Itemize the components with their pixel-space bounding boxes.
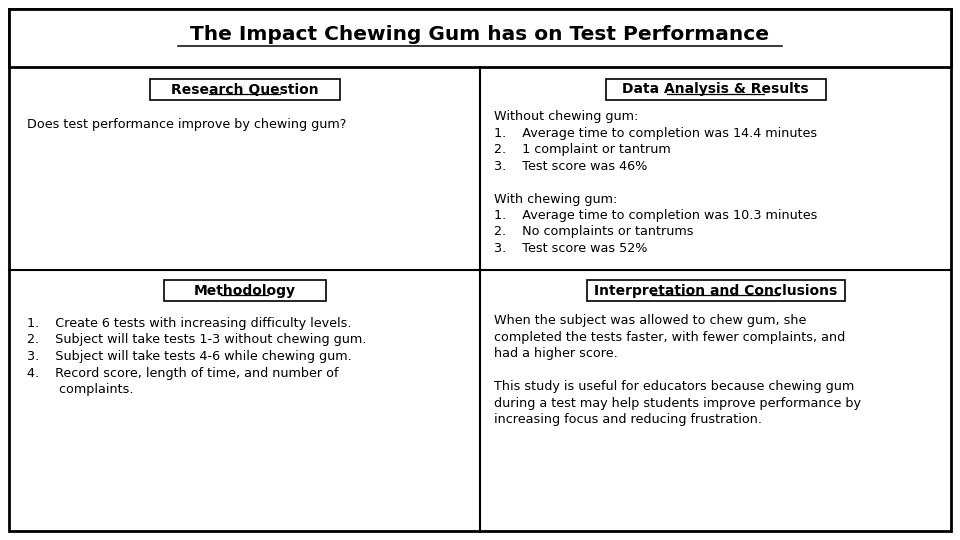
Bar: [163, 280, 325, 301]
Text: 4.    Record score, length of time, and number of: 4. Record score, length of time, and num…: [27, 367, 339, 380]
Text: Methodology: Methodology: [194, 284, 296, 298]
Text: Research Question: Research Question: [171, 83, 319, 97]
Bar: [9, 9, 951, 67]
Text: 2.    1 complaint or tantrum: 2. 1 complaint or tantrum: [494, 143, 671, 156]
Text: Does test performance improve by chewing gum?: Does test performance improve by chewing…: [27, 118, 347, 131]
Text: 1.    Create 6 tests with increasing difficulty levels.: 1. Create 6 tests with increasing diffic…: [27, 317, 351, 330]
Text: 2.    No complaints or tantrums: 2. No complaints or tantrums: [494, 226, 693, 239]
Text: Without chewing gum:: Without chewing gum:: [494, 110, 638, 123]
Bar: [606, 79, 826, 100]
Text: When the subject was allowed to chew gum, she: When the subject was allowed to chew gum…: [494, 314, 806, 327]
Text: 3.    Test score was 46%: 3. Test score was 46%: [494, 159, 647, 172]
Text: 2.    Subject will take tests 1-3 without chewing gum.: 2. Subject will take tests 1-3 without c…: [27, 334, 367, 347]
Text: With chewing gum:: With chewing gum:: [494, 192, 617, 206]
Text: 1.    Average time to completion was 14.4 minutes: 1. Average time to completion was 14.4 m…: [494, 126, 817, 139]
Text: during a test may help students improve performance by: during a test may help students improve …: [494, 396, 861, 409]
Text: Data Analysis & Results: Data Analysis & Results: [622, 83, 809, 97]
Text: The Impact Chewing Gum has on Test Performance: The Impact Chewing Gum has on Test Perfo…: [190, 24, 770, 44]
Text: completed the tests faster, with fewer complaints, and: completed the tests faster, with fewer c…: [494, 330, 845, 343]
Text: 3.    Test score was 52%: 3. Test score was 52%: [494, 242, 647, 255]
Text: Interpretation and Conclusions: Interpretation and Conclusions: [594, 284, 837, 298]
Text: 3.    Subject will take tests 4-6 while chewing gum.: 3. Subject will take tests 4-6 while che…: [27, 350, 351, 363]
Bar: [150, 79, 340, 100]
Text: complaints.: complaints.: [27, 383, 133, 396]
Text: This study is useful for educators because chewing gum: This study is useful for educators becau…: [494, 380, 854, 393]
Text: had a higher score.: had a higher score.: [494, 347, 617, 360]
Bar: [587, 280, 845, 301]
Text: increasing focus and reducing frustration.: increasing focus and reducing frustratio…: [494, 413, 762, 426]
Text: 1.    Average time to completion was 10.3 minutes: 1. Average time to completion was 10.3 m…: [494, 209, 817, 222]
